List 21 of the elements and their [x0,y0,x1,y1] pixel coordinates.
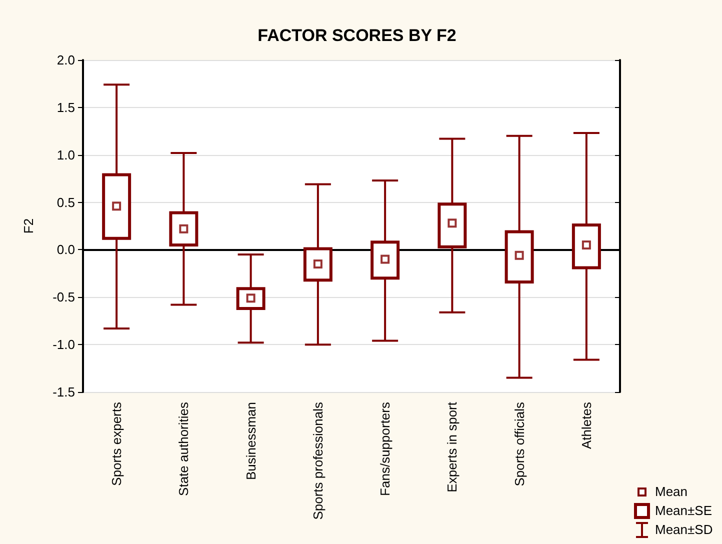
x-tick-label: Fans/supporters [378,402,393,496]
x-tick-label: Businessman [243,402,258,480]
y-tick-label: 2.0 [56,52,75,68]
y-tick-label: 0.5 [56,194,75,210]
x-tick-label: Sports professionals [310,402,326,520]
x-tick-label: Sports experts [109,402,124,486]
y-tick-label: -0.5 [52,290,75,305]
x-tick-label: Experts in sport [444,402,460,492]
text: Mean [655,484,688,499]
text: Mean±SD [655,522,713,537]
x-tick-label: Athletes [578,402,594,449]
y-tick-label: -1.5 [52,384,75,400]
chart-title: FACTOR SCORES BY F2 [258,26,456,45]
y-tick-label: 1.5 [56,100,75,115]
y-tick-label: 0.0 [56,242,75,258]
y-tick-label: -1.0 [52,337,75,352]
x-tick-label: State authorities [176,402,192,496]
x-tick-label: Sports officials [512,402,527,486]
y-axis-title: F2 [21,218,36,234]
y-tick-label: 1.0 [56,147,75,162]
text: Mean±SE [655,503,712,518]
